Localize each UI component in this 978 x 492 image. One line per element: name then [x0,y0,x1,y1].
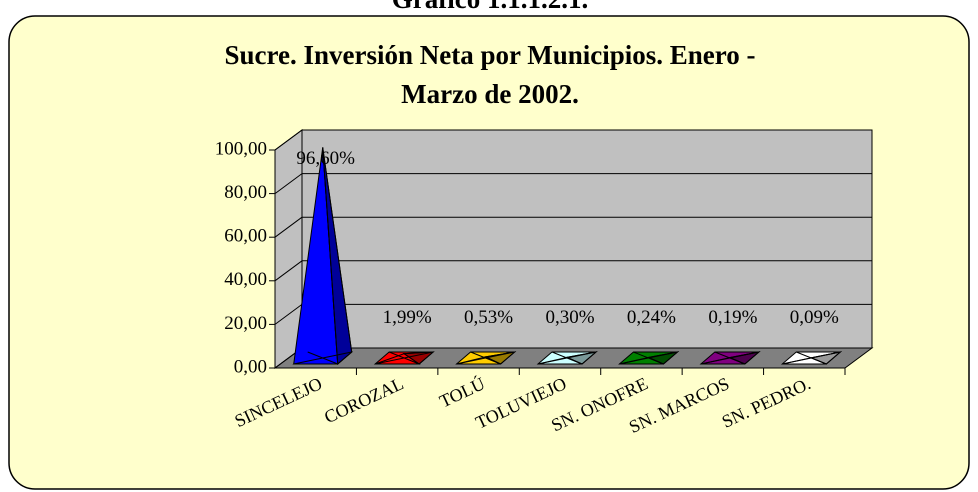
bar-shade [402,351,435,365]
bar [780,351,843,365]
chart-title: Sucre. Inversión Neta por Municipios. En… [224,40,755,70]
chart-header: Gráfico 1.1.1.2.1. [392,0,588,14]
value-label: 1,99% [383,307,432,328]
y-tick-label: 20,00 [224,313,267,334]
y-tick-label: 40,00 [224,269,267,290]
value-label: 0,19% [708,307,757,328]
y-tick-label: 0,00 [234,356,267,377]
grid-line [274,129,303,151]
bar [455,351,517,365]
bar-shade [483,351,517,365]
bar-edge [796,351,827,365]
value-label: 0,30% [545,307,594,328]
value-label: 0,24% [627,307,676,328]
bar [292,147,354,366]
chart-title: Marzo de 2002. [401,79,579,109]
y-tick-label: 60,00 [224,226,267,247]
bar [536,351,598,365]
value-label: 96,60% [296,148,355,169]
bar-edge [307,351,338,365]
bar-edge [714,351,746,365]
bar [373,351,435,365]
value-label: 0,09% [790,307,839,328]
value-label: 0,53% [464,307,513,328]
bar-edge [633,351,664,365]
y-tick-label: 100,00 [215,138,267,159]
bar [618,351,680,365]
y-tick-label: 80,00 [224,182,267,203]
grid-line [274,260,303,282]
grid-line [274,303,303,325]
bar-edge [470,351,501,365]
bar-edge [388,351,420,365]
grid-line [274,216,303,238]
bar-shade [322,147,353,366]
grid-line [274,173,303,195]
bar [699,351,761,365]
bar-edge [551,351,583,365]
